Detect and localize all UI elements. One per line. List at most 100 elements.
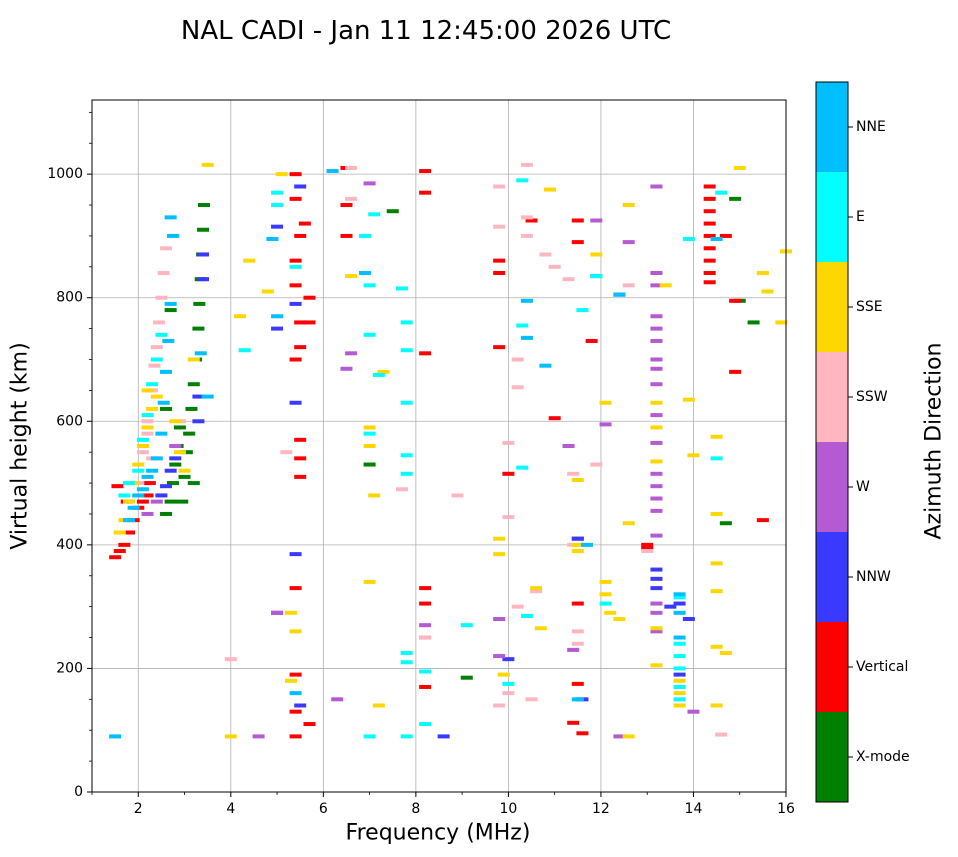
series-nne bbox=[109, 169, 723, 739]
data-point bbox=[460, 675, 473, 680]
data-point bbox=[673, 595, 686, 600]
data-point bbox=[571, 641, 584, 646]
data-point bbox=[525, 218, 538, 223]
data-point bbox=[400, 734, 413, 739]
data-point bbox=[673, 610, 686, 615]
data-point bbox=[571, 218, 584, 223]
data-point bbox=[650, 366, 663, 371]
data-point bbox=[682, 237, 695, 242]
data-point bbox=[520, 335, 533, 340]
data-point bbox=[132, 468, 145, 473]
data-point bbox=[160, 406, 173, 411]
data-point bbox=[539, 363, 552, 368]
data-point bbox=[363, 734, 376, 739]
data-point bbox=[141, 493, 154, 498]
data-point bbox=[599, 422, 612, 427]
data-point bbox=[516, 323, 529, 328]
data-point bbox=[650, 471, 663, 476]
data-point bbox=[733, 165, 746, 170]
data-point bbox=[340, 366, 353, 371]
data-point bbox=[132, 462, 145, 467]
colorbar-tick-label: E bbox=[856, 209, 865, 225]
data-point bbox=[169, 462, 182, 467]
colorbar: X-mode Vertical NNW W SSW SSE E NNE bbox=[815, 81, 910, 803]
data-point bbox=[266, 237, 279, 242]
data-point bbox=[437, 734, 450, 739]
data-point bbox=[493, 184, 506, 189]
data-point bbox=[400, 320, 413, 325]
data-point bbox=[294, 474, 307, 479]
data-point bbox=[271, 190, 284, 195]
data-point bbox=[289, 672, 302, 677]
data-point bbox=[141, 431, 154, 436]
data-point bbox=[622, 240, 635, 245]
data-point bbox=[673, 592, 686, 597]
data-point bbox=[562, 444, 575, 448]
data-point bbox=[650, 271, 663, 275]
data-point bbox=[294, 233, 307, 238]
data-point bbox=[234, 314, 247, 319]
x-tick-label: 8 bbox=[411, 801, 420, 817]
data-point bbox=[289, 691, 302, 696]
data-point bbox=[136, 487, 149, 492]
x-axis-label: Frequency (MHz) bbox=[346, 821, 531, 846]
data-point bbox=[719, 650, 732, 655]
data-point bbox=[599, 592, 612, 597]
data-point bbox=[562, 277, 575, 282]
data-point bbox=[650, 283, 663, 288]
data-point bbox=[155, 431, 168, 436]
data-point bbox=[136, 437, 149, 442]
data-point bbox=[673, 678, 686, 683]
data-point bbox=[673, 672, 686, 677]
data-point bbox=[703, 280, 716, 285]
data-point bbox=[345, 274, 358, 279]
data-point bbox=[280, 450, 293, 455]
data-point bbox=[703, 184, 716, 189]
data-point bbox=[146, 468, 159, 473]
data-point bbox=[289, 196, 302, 201]
series-w bbox=[141, 181, 700, 739]
data-point bbox=[118, 542, 131, 547]
data-point bbox=[511, 357, 524, 362]
data-point bbox=[650, 496, 663, 501]
data-point bbox=[659, 283, 672, 288]
data-point bbox=[136, 444, 149, 448]
data-point bbox=[363, 444, 376, 448]
data-point bbox=[185, 406, 198, 411]
data-point bbox=[599, 579, 612, 584]
data-point bbox=[275, 172, 288, 177]
data-point bbox=[386, 209, 399, 214]
data-point bbox=[761, 289, 774, 294]
data-point bbox=[493, 258, 506, 263]
data-point bbox=[460, 623, 473, 628]
data-point bbox=[192, 394, 205, 399]
data-point bbox=[590, 274, 603, 279]
data-point bbox=[650, 338, 663, 343]
data-point bbox=[123, 518, 136, 523]
data-point bbox=[164, 468, 177, 473]
data-point bbox=[169, 444, 182, 448]
data-point bbox=[703, 258, 716, 263]
data-point bbox=[581, 542, 594, 547]
data-point bbox=[160, 484, 173, 489]
colorbar-segment bbox=[816, 442, 848, 532]
data-point bbox=[703, 221, 716, 226]
data-point bbox=[567, 471, 580, 476]
data-point bbox=[520, 233, 533, 238]
data-point bbox=[419, 601, 432, 606]
data-point bbox=[703, 246, 716, 251]
data-point bbox=[363, 462, 376, 467]
data-point bbox=[664, 604, 677, 609]
data-point bbox=[650, 440, 663, 445]
data-point bbox=[400, 471, 413, 476]
data-point bbox=[169, 419, 182, 424]
data-point bbox=[294, 345, 307, 350]
data-point bbox=[294, 320, 307, 325]
colorbar-tick-label: W bbox=[856, 479, 870, 495]
data-point bbox=[502, 657, 515, 662]
data-point bbox=[187, 357, 200, 362]
data-point bbox=[493, 703, 506, 708]
data-point bbox=[539, 252, 552, 257]
y-tick-label: 1000 bbox=[47, 166, 83, 182]
data-point bbox=[493, 617, 506, 621]
